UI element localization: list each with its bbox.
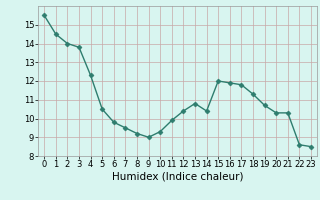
X-axis label: Humidex (Indice chaleur): Humidex (Indice chaleur) <box>112 172 243 182</box>
